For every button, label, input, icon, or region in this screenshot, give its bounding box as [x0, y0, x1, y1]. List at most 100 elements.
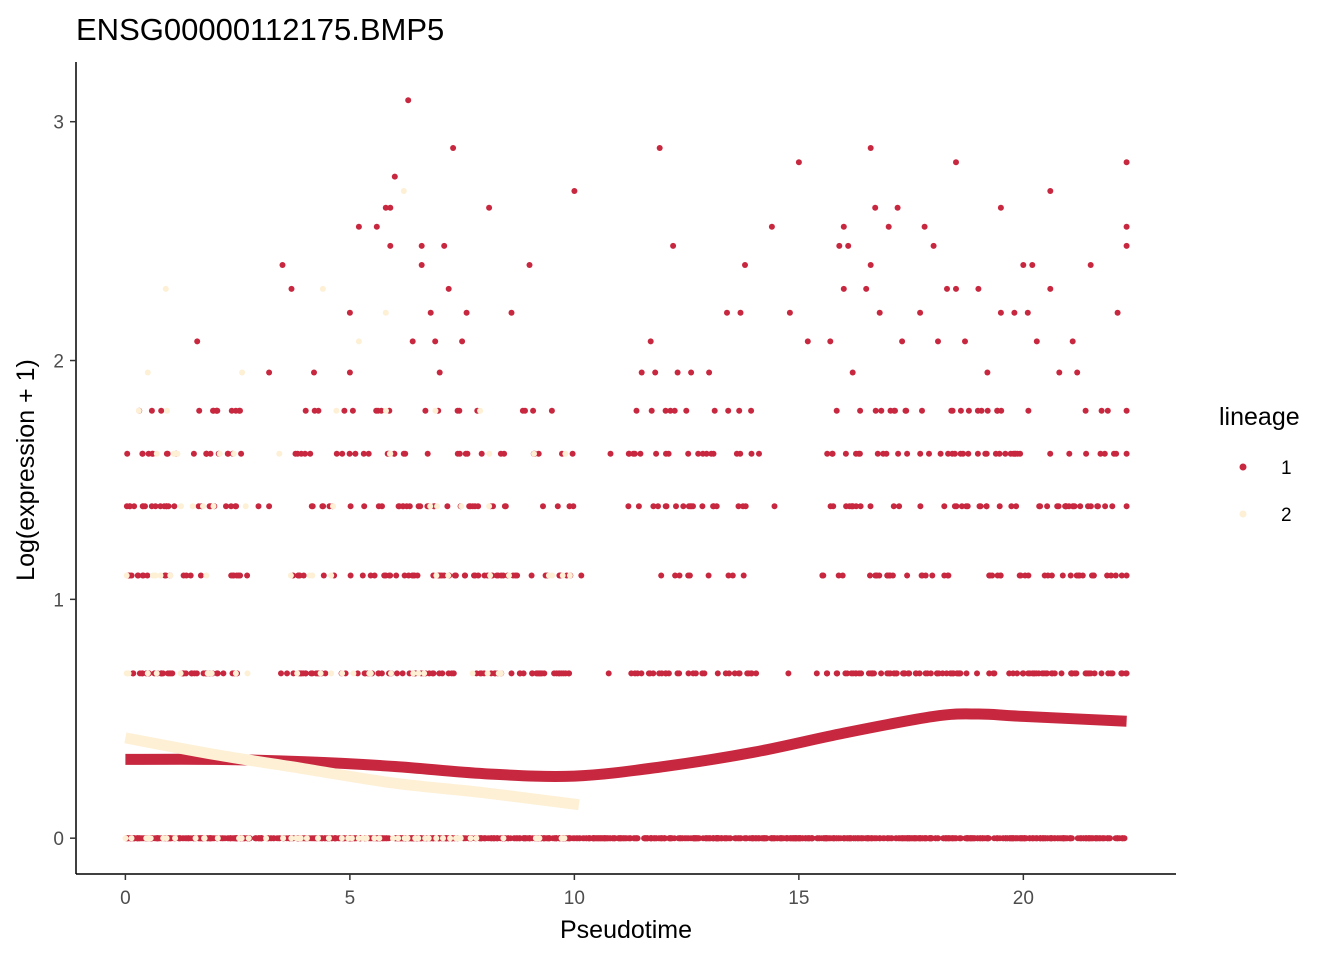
- data-point-lineage-1: [906, 670, 913, 677]
- data-point-lineage-1: [1123, 159, 1130, 166]
- data-point-lineage-1: [878, 670, 885, 677]
- data-point-lineage-1: [725, 835, 732, 842]
- legend-items: 12: [1239, 458, 1292, 526]
- data-point-lineage-1: [876, 572, 883, 579]
- data-point-lineage-2: [469, 670, 476, 677]
- data-point-lineage-1: [863, 285, 870, 292]
- data-point-lineage-2: [383, 407, 389, 414]
- data-point-lineage-1: [497, 450, 504, 457]
- data-point-lineage-1: [1095, 503, 1101, 510]
- data-point-lineage-2: [153, 450, 160, 457]
- data-point-lineage-1: [690, 503, 696, 510]
- data-point-lineage-1: [957, 835, 964, 842]
- data-point-lineage-1: [964, 503, 971, 510]
- data-point-lineage-1: [937, 450, 944, 457]
- data-point-lineage-1: [409, 572, 416, 579]
- data-point-lineage-1: [387, 242, 394, 249]
- data-point-lineage-2: [244, 670, 251, 677]
- data-point-lineage-1: [672, 572, 679, 579]
- data-point-lineage-1: [1012, 450, 1019, 457]
- data-point-lineage-1: [1025, 670, 1032, 677]
- data-point-lineage-1: [684, 835, 691, 842]
- data-point-lineage-2: [177, 670, 184, 677]
- data-point-lineage-1: [1080, 835, 1087, 842]
- data-point-lineage-1: [203, 450, 210, 457]
- data-point-lineage-1: [653, 450, 660, 457]
- data-point-lineage-1: [570, 503, 577, 510]
- data-point-lineage-1: [1114, 309, 1121, 316]
- data-point-lineage-2: [400, 188, 407, 194]
- x-axis-title: Pseudotime: [560, 916, 692, 944]
- data-point-lineage-2: [562, 450, 569, 457]
- data-point-lineage-1: [1058, 670, 1065, 677]
- data-point-lineage-2: [171, 450, 178, 457]
- data-point-lineage-1: [733, 835, 740, 842]
- data-point-lineage-1: [191, 670, 198, 677]
- data-point-lineage-1: [469, 503, 476, 510]
- data-point-lineage-1: [529, 670, 536, 677]
- data-point-lineage-1: [671, 407, 678, 414]
- data-point-lineage-1: [1091, 670, 1098, 677]
- data-point-lineage-1: [1085, 670, 1091, 677]
- data-point-lineage-1: [874, 450, 881, 457]
- data-point-lineage-1: [462, 572, 469, 579]
- data-point-lineage-2: [500, 835, 507, 842]
- data-point-lineage-2: [178, 503, 184, 510]
- data-point-lineage-1: [731, 670, 738, 677]
- data-point-lineage-1: [566, 670, 573, 677]
- data-point-lineage-1: [339, 450, 346, 457]
- data-point-lineage-1: [501, 503, 508, 510]
- data-point-lineage-1: [346, 309, 353, 316]
- data-point-lineage-1: [190, 450, 197, 457]
- data-point-lineage-1: [680, 503, 687, 510]
- data-point-lineage-1: [131, 503, 138, 510]
- data-point-lineage-1: [430, 670, 437, 677]
- data-point-lineage-1: [220, 835, 227, 842]
- data-point-lineage-2: [153, 670, 160, 677]
- data-point-lineage-1: [647, 338, 654, 345]
- data-point-lineage-2: [276, 450, 283, 457]
- data-point-lineage-2: [147, 835, 154, 842]
- data-point-lineage-1: [183, 572, 190, 579]
- data-point-lineage-1: [382, 204, 389, 211]
- data-point-lineage-1: [963, 670, 970, 677]
- data-point-lineage-1: [445, 285, 452, 292]
- data-point-lineage-2: [415, 670, 422, 677]
- data-point-lineage-1: [266, 369, 273, 376]
- data-point-lineage-1: [625, 503, 632, 510]
- data-point-lineage-1: [135, 572, 142, 579]
- data-point-lineage-1: [742, 503, 749, 510]
- data-point-lineage-1: [768, 223, 775, 230]
- data-point-lineage-1: [894, 204, 901, 211]
- data-point-lineage-2: [559, 572, 566, 579]
- data-point-lineage-1: [670, 242, 677, 249]
- data-point-lineage-1: [409, 338, 416, 345]
- data-point-lineage-1: [872, 407, 879, 414]
- data-point-lineage-1: [930, 242, 937, 249]
- data-point-lineage-1: [710, 450, 717, 457]
- data-point-lineage-1: [140, 572, 147, 579]
- data-point-lineage-2: [204, 670, 211, 677]
- data-point-lineage-1: [307, 450, 314, 457]
- data-point-lineage-1: [631, 670, 638, 677]
- data-point-lineage-1: [500, 572, 507, 579]
- data-point-lineage-1: [953, 503, 960, 510]
- data-point-lineage-1: [814, 835, 821, 842]
- data-point-lineage-1: [1076, 572, 1083, 579]
- data-point-lineage-1: [450, 670, 457, 677]
- data-point-lineage-2: [549, 572, 556, 579]
- data-point-lineage-1: [984, 407, 991, 414]
- data-point-lineage-1: [394, 670, 400, 677]
- data-point-lineage-1: [829, 450, 836, 457]
- data-point-lineage-2: [125, 670, 132, 677]
- data-point-lineage-1: [965, 407, 972, 414]
- data-point-lineage-1: [268, 835, 275, 842]
- data-point-lineage-1: [233, 503, 240, 510]
- data-point-lineage-1: [333, 450, 340, 457]
- data-point-lineage-1: [1010, 670, 1017, 677]
- data-point-lineage-1: [354, 670, 361, 677]
- data-point-lineage-1: [414, 572, 421, 579]
- data-point-lineage-1: [533, 670, 540, 677]
- data-point-lineage-1: [237, 407, 243, 414]
- data-point-lineage-1: [144, 572, 151, 579]
